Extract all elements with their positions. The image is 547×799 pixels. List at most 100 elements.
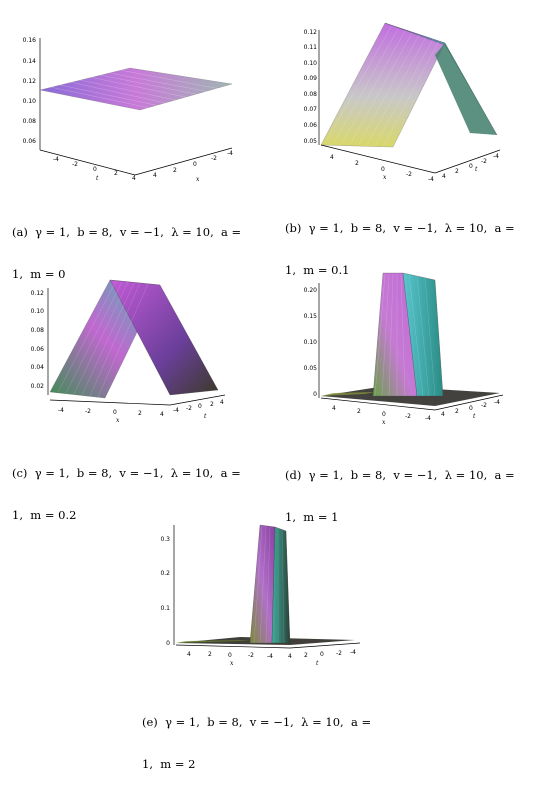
x-tick: 4: [187, 651, 191, 658]
x-tick: -4: [58, 407, 64, 414]
z-tick: 0.08: [31, 327, 45, 334]
x-tick: -4: [53, 156, 59, 163]
caption-b: (b) γ = 1, b = 8, v = −1, λ = 10, a = 1,…: [285, 193, 540, 305]
z-tick: 0.12: [31, 290, 45, 297]
y-tick-labels: 4 2 0 -2 -4: [288, 649, 356, 660]
y-axis-label: t: [316, 660, 319, 667]
x-tick: -4: [425, 415, 431, 422]
caption-line: 1, m = 0.2: [12, 508, 77, 522]
x-axis-label: x: [383, 174, 387, 181]
y-tick: 0: [469, 163, 473, 170]
z-tick: 0.10: [304, 339, 318, 346]
z-tick: 0.09: [304, 75, 318, 82]
plot-e: 0.3 0.2 0.1 0 4 2 0 -2 -4 x 4 2 0 -2: [160, 524, 361, 667]
z-tick: 0.12: [23, 78, 37, 85]
z-tick: 0.15: [304, 313, 318, 320]
caption-line: (c) γ = 1, b = 8, v = −1, λ = 10, a =: [12, 466, 241, 480]
x-axis: [320, 397, 436, 411]
surface-front: [320, 22, 446, 148]
y-axis: [134, 147, 233, 176]
y-tick: -2: [186, 405, 192, 412]
y-tick: -2: [336, 650, 342, 657]
y-axis: [434, 394, 504, 411]
z-tick: 0.08: [304, 91, 318, 98]
x-tick: -2: [72, 161, 78, 168]
figure-e: 0.3 0.2 0.1 0 4 2 0 -2 -4 x 4 2 0 -2: [140, 515, 400, 771]
y-tick-labels: 4 2 0 -2 -4: [442, 153, 499, 180]
y-tick: 4: [220, 399, 224, 406]
y-tick: 4: [441, 411, 445, 418]
x-tick: -4: [428, 176, 434, 183]
y-tick: 0: [320, 651, 324, 658]
z-tick: 0.3: [160, 536, 170, 543]
y-tick: 2: [173, 167, 177, 174]
x-axis: [175, 644, 291, 649]
surface: [39, 67, 233, 111]
plot-b: 0.12 0.11 0.10 0.09 0.08 0.07 0.06 0.05 …: [304, 22, 501, 183]
z-tick-labels: 0.16 0.14 0.12 0.10 0.08 0.06: [23, 37, 37, 145]
z-tick: 0.10: [23, 98, 37, 105]
y-axis-label: x: [196, 176, 200, 183]
caption-line: 1, m = 1: [285, 510, 339, 524]
caption-line: (d) γ = 1, b = 8, v = −1, λ = 10, a =: [285, 468, 515, 482]
y-tick: 2: [210, 401, 214, 408]
z-tick: 0.04: [31, 364, 45, 371]
y-tick: 0: [193, 161, 197, 168]
z-tick: 0.07: [304, 106, 318, 113]
surface-ridge-back: [271, 526, 291, 644]
z-tick: 0.16: [23, 37, 37, 44]
surface-side: [435, 43, 497, 135]
surface-ridge-front: [249, 524, 276, 644]
z-tick: 0.1: [160, 605, 170, 612]
caption-line: (a) γ = 1, b = 8, v = −1, λ = 10, a =: [12, 225, 242, 239]
z-tick: 0.10: [31, 308, 45, 315]
z-tick: 0.05: [304, 365, 318, 372]
surface-grid: [49, 69, 221, 109]
x-axis-label: t: [96, 175, 99, 182]
x-axis-label: x: [116, 417, 120, 424]
x-tick: -2: [406, 171, 412, 178]
y-axis-label: t: [475, 166, 478, 173]
y-tick: 4: [288, 653, 292, 660]
surface-back: [109, 279, 219, 396]
x-tick: 4: [332, 405, 336, 412]
figure-c: 0.12 0.10 0.08 0.06 0.04 0.02 -4 -2 0 2 …: [10, 270, 260, 522]
z-tick: 0.06: [304, 122, 318, 129]
x-tick: -2: [248, 652, 254, 659]
caption-e: (e) γ = 1, b = 8, v = −1, λ = 10, a = 1,…: [142, 687, 400, 799]
z-tick: 0.02: [31, 383, 45, 390]
x-tick-labels: 4 2 0 -2 -4: [332, 405, 431, 422]
caption-c: (c) γ = 1, b = 8, v = −1, λ = 10, a = 1,…: [12, 438, 262, 550]
surface-grid: [374, 273, 436, 397]
y-tick-labels: 4 2 0 -2 -4: [153, 150, 233, 179]
z-tick: 0: [166, 640, 170, 647]
x-axis: [39, 149, 136, 176]
z-tick-labels: 0.12 0.11 0.10 0.09 0.08 0.07 0.06 0.05: [304, 29, 318, 145]
y-axis: [289, 642, 361, 649]
z-tick: 0.20: [304, 287, 318, 294]
plot-d: 0.20 0.15 0.10 0.05 0 4 2 0 -2 -4 x 4: [304, 272, 504, 426]
y-tick-labels: -4 -2 0 2 4: [173, 399, 224, 414]
caption-line: (b) γ = 1, b = 8, v = −1, λ = 10, a =: [285, 221, 515, 235]
y-axis: [169, 394, 226, 406]
z-tick-labels: 0.3 0.2 0.1 0: [160, 536, 170, 647]
surface-grid: [326, 26, 440, 148]
y-tick: 0: [469, 405, 473, 412]
x-tick: 0: [113, 409, 117, 416]
caption-line: 1, m = 0.1: [285, 263, 350, 277]
x-tick: 0: [381, 166, 385, 173]
plot-a: 0.16 0.14 0.12 0.10 0.08 0.06 -4 -: [23, 37, 234, 183]
caption-line: (e) γ = 1, b = 8, v = −1, λ = 10, a =: [142, 715, 372, 729]
z-tick: 0.11: [304, 44, 318, 51]
figure-b: 0.12 0.11 0.10 0.09 0.08 0.07 0.06 0.05 …: [285, 15, 540, 277]
z-tick: 0.08: [23, 118, 37, 125]
x-tick: 2: [355, 160, 359, 167]
caption-a: (a) γ = 1, b = 8, v = −1, λ = 10, a = 1,…: [12, 197, 262, 309]
x-tick: 4: [330, 154, 334, 161]
x-tick: 2: [114, 170, 118, 177]
x-tick: 2: [208, 651, 212, 658]
x-axis: [49, 399, 171, 406]
z-tick: 0.12: [304, 29, 318, 36]
z-tick: 0.14: [23, 58, 37, 65]
x-tick: -2: [405, 413, 411, 420]
